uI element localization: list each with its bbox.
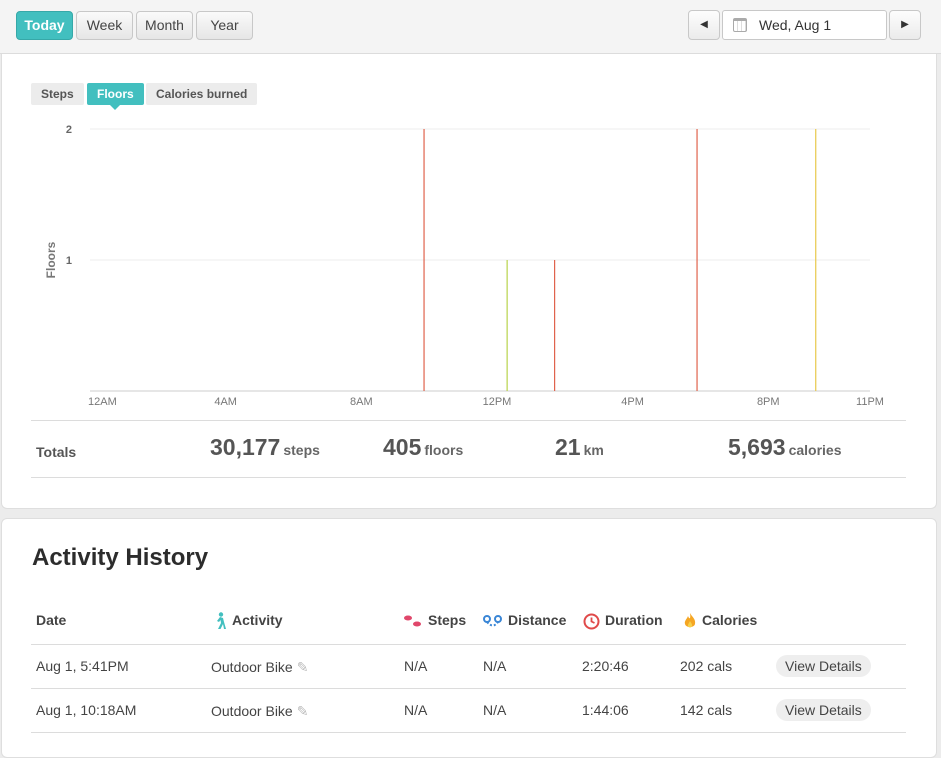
divider (31, 644, 906, 645)
x-tick-label: 11PM (856, 396, 884, 408)
totals-label: Totals (36, 444, 77, 460)
column-duration: Duration (583, 612, 663, 630)
floors-chart: 1 2 Floors 12AM 4AM 8AM 12PM 4PM 8PM 11PM (44, 124, 884, 408)
route-icon (483, 615, 502, 627)
activity-history-title: Activity History (32, 544, 209, 571)
metric-tab-steps[interactable]: Steps (31, 83, 84, 105)
calendar-icon (733, 18, 747, 32)
edit-pencil-icon[interactable]: ✎ (296, 703, 309, 719)
divider (31, 732, 906, 733)
row-calories: 202 cals (680, 658, 733, 674)
chart-panel (1, 54, 937, 509)
x-tick-label: 12PM (483, 396, 512, 408)
row-duration: 2:20:46 (582, 658, 629, 674)
current-date: Wed, Aug 1 (759, 17, 832, 33)
column-calories: Calories (683, 612, 757, 630)
chevron-left-icon: ◀ (700, 19, 708, 30)
row-date: Aug 1, 5:41PM (36, 658, 129, 674)
chevron-right-icon: ▶ (901, 19, 909, 30)
column-distance: Distance (483, 612, 566, 628)
row-duration: 1:44:06 (582, 702, 629, 718)
tab-week[interactable]: Week (76, 11, 133, 40)
next-day-button[interactable]: ▶ (889, 10, 921, 40)
y-tick-label: 1 (66, 255, 72, 267)
y-axis-label: Floors (44, 241, 58, 278)
total-steps: 30,177 steps (210, 434, 320, 460)
row-activity: Outdoor Bike ✎ (211, 703, 309, 719)
total-calories: 5,693 calories (728, 434, 842, 460)
column-steps: Steps (403, 612, 466, 628)
row-activity: Outdoor Bike ✎ (211, 659, 309, 675)
x-tick-label: 8AM (350, 396, 373, 408)
divider (31, 420, 906, 421)
row-steps: N/A (404, 702, 428, 718)
walking-person-icon (217, 612, 226, 630)
divider (31, 477, 906, 478)
column-date: Date (36, 612, 67, 628)
edit-pencil-icon[interactable]: ✎ (296, 659, 309, 675)
row-calories: 142 cals (680, 702, 733, 718)
tab-today[interactable]: Today (16, 11, 73, 40)
date-picker[interactable]: Wed, Aug 1 (722, 10, 887, 40)
total-distance: 21 km (555, 434, 604, 460)
divider (31, 688, 906, 689)
previous-day-button[interactable]: ◀ (688, 10, 720, 40)
flame-icon (684, 613, 696, 628)
row-distance: N/A (483, 658, 507, 674)
row-distance: N/A (483, 702, 507, 718)
x-tick-label: 4PM (621, 396, 644, 408)
metric-tab-floors[interactable]: Floors (87, 83, 144, 110)
tab-year[interactable]: Year (196, 11, 253, 40)
view-details-button[interactable]: View Details (776, 655, 871, 677)
tab-month[interactable]: Month (136, 11, 193, 40)
metric-tab-calories[interactable]: Calories burned (146, 83, 258, 105)
row-steps: N/A (404, 658, 428, 674)
x-tick-label: 8PM (757, 396, 780, 408)
column-activity: Activity (213, 612, 283, 630)
clock-icon (583, 613, 600, 630)
total-floors: 405 floors (383, 434, 464, 460)
y-tick-label: 2 (66, 124, 72, 136)
view-details-button[interactable]: View Details (776, 699, 871, 721)
x-tick-label: 12AM (88, 396, 117, 408)
footprints-icon (404, 615, 421, 627)
x-tick-label: 4AM (214, 396, 237, 408)
row-date: Aug 1, 10:18AM (36, 702, 137, 718)
